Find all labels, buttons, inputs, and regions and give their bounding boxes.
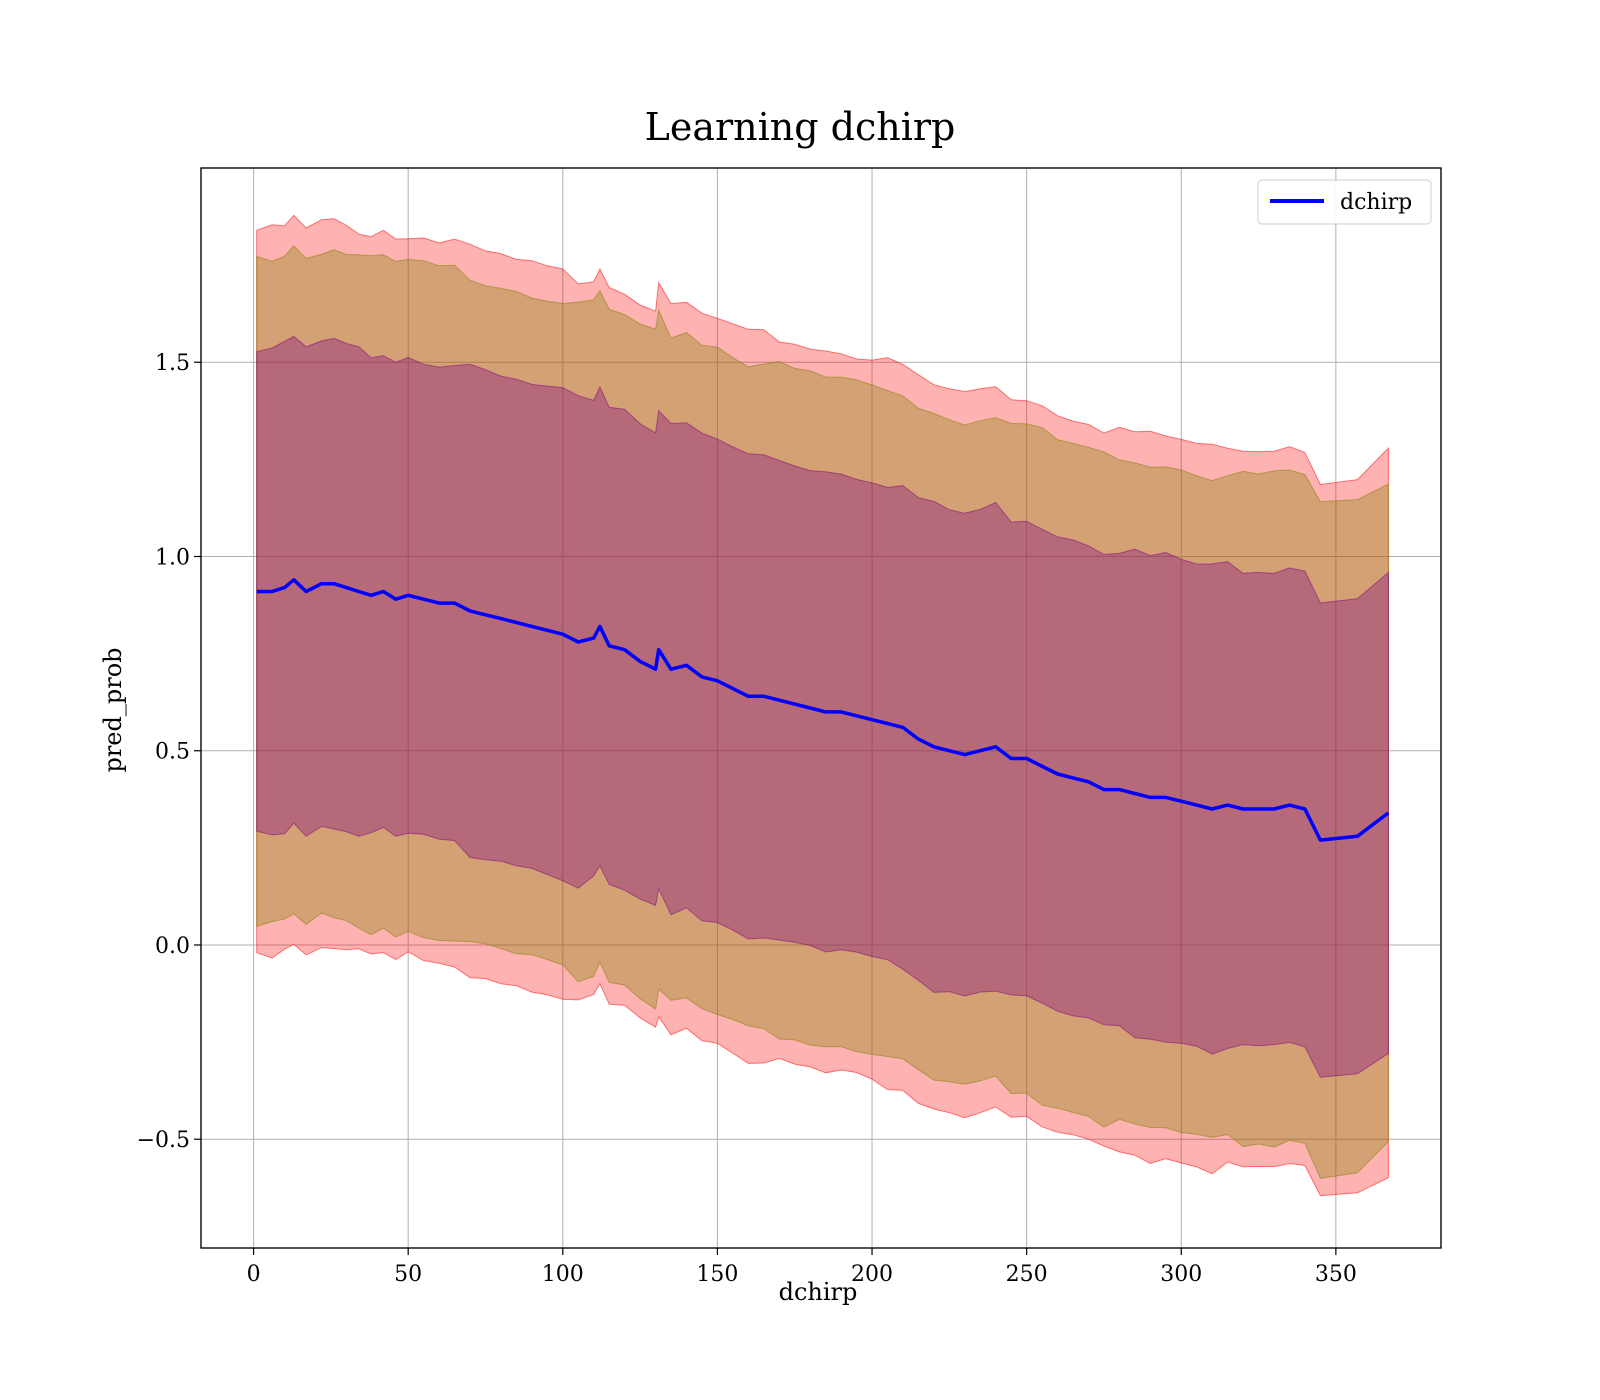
x-tick-label: 150 — [696, 1262, 738, 1287]
legend-label-dchirp: dchirp — [1340, 190, 1412, 215]
y-tick-label: −0.5 — [137, 1128, 190, 1153]
y-tick-label: 1.0 — [155, 545, 190, 570]
band-3-sigma — [256, 214, 1389, 1197]
plot-border — [200, 167, 1442, 1249]
series-line-dchirp — [256, 578, 1390, 842]
x-axis-ticks: 0 50 100 150 200 250 300 350 — [247, 1248, 1357, 1287]
x-axis-label: dchirp — [779, 1278, 858, 1306]
x-tick-label: 0 — [247, 1262, 261, 1287]
x-tick-label: 50 — [394, 1262, 422, 1287]
y-axis-ticks: −0.5 0.0 0.5 1.0 1.5 — [137, 351, 201, 1153]
x-tick-label: 100 — [542, 1262, 584, 1287]
x-tick-label: 300 — [1160, 1262, 1202, 1287]
band-1-sigma — [256, 335, 1389, 1078]
x-tick-label: 200 — [851, 1262, 893, 1287]
y-tick-label: 0.0 — [155, 934, 190, 959]
chart-title: Learning dchirp — [645, 105, 956, 149]
series-lines — [256, 578, 1390, 842]
y-tick-label: 1.5 — [155, 351, 190, 376]
x-tick-label: 250 — [1006, 1262, 1048, 1287]
uncertainty-bands — [256, 214, 1389, 1197]
y-axis-label: pred_prob — [99, 647, 127, 772]
legend: dchirp — [1257, 179, 1432, 225]
y-tick-label: 0.5 — [155, 740, 190, 765]
x-tick-label: 350 — [1315, 1262, 1357, 1287]
legend-box — [1257, 179, 1432, 225]
